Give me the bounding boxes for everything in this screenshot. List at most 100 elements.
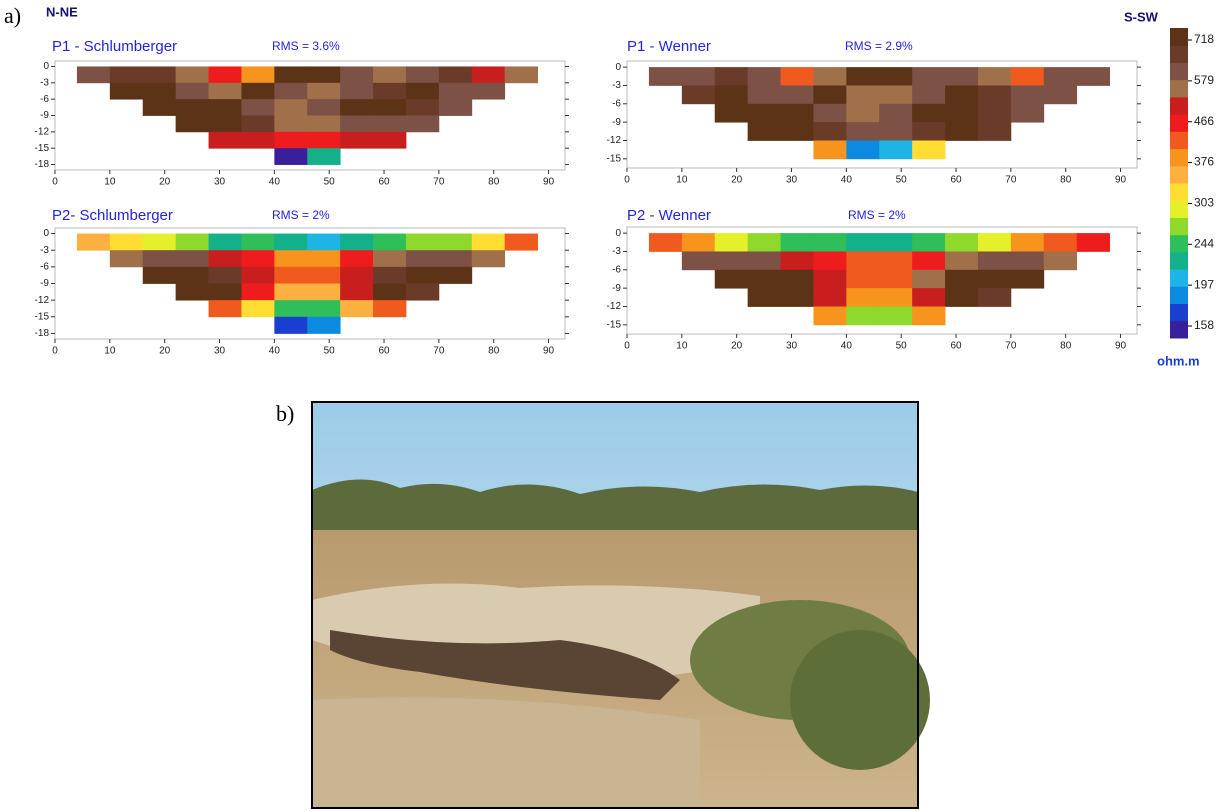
resistivity-cell xyxy=(978,233,1011,252)
resistivity-cell xyxy=(110,234,143,251)
y-tick-label: -3 xyxy=(40,245,49,256)
resistivity-cell xyxy=(813,288,846,307)
resistivity-cell xyxy=(209,300,242,317)
photo xyxy=(312,402,930,808)
resistivity-cell xyxy=(274,83,307,100)
x-tick-label: 80 xyxy=(488,177,500,188)
resistivity-cell xyxy=(846,104,879,123)
resistivity-cell xyxy=(274,116,307,133)
panel-title: P1 - Wenner xyxy=(627,38,711,55)
x-tick-label: 80 xyxy=(1060,341,1072,352)
colorbar-swatch xyxy=(1170,286,1188,304)
y-tick-label: -3 xyxy=(612,80,621,91)
resistivity-cell xyxy=(439,250,472,267)
y-tick-label: -12 xyxy=(35,126,50,137)
resistivity-cell xyxy=(682,67,715,86)
y-tick-label: 0 xyxy=(615,62,621,73)
resistivity-cell xyxy=(274,250,307,267)
resistivity-cell xyxy=(439,99,472,116)
resistivity-cell xyxy=(373,99,406,116)
resistivity-cell xyxy=(748,122,781,141)
resistivity-cell xyxy=(209,250,242,267)
resistivity-cell xyxy=(748,251,781,270)
resistivity-cell xyxy=(978,85,1011,104)
x-tick-label: 0 xyxy=(52,177,58,188)
resistivity-cell xyxy=(879,85,912,104)
resistivity-cell xyxy=(715,67,748,86)
resistivity-cell xyxy=(1077,233,1110,252)
resistivity-cell xyxy=(846,140,879,159)
resistivity-cell xyxy=(781,270,814,289)
resistivity-cell xyxy=(209,83,242,100)
resistivity-cell xyxy=(912,251,945,270)
panel-title: P1 - Schlumberger xyxy=(52,38,177,55)
resistivity-cell xyxy=(209,234,242,251)
resistivity-cell xyxy=(406,250,439,267)
resistivity-cell xyxy=(912,67,945,86)
x-tick-label: 30 xyxy=(786,341,798,352)
resistivity-cell xyxy=(813,233,846,252)
resistivity-cell xyxy=(406,284,439,301)
resistivity-cell xyxy=(307,250,340,267)
resistivity-cell xyxy=(879,104,912,123)
resistivity-cell xyxy=(241,234,274,251)
x-tick-label: 40 xyxy=(269,346,281,357)
resistivity-cell xyxy=(77,234,110,251)
resistivity-cell xyxy=(340,99,373,116)
resistivity-cell xyxy=(472,83,505,100)
resistivity-cell xyxy=(978,104,1011,123)
y-tick-label: -9 xyxy=(612,283,621,294)
resistivity-cell xyxy=(241,250,274,267)
resistivity-cell xyxy=(406,267,439,284)
resistivity-cell xyxy=(846,251,879,270)
x-tick-label: 20 xyxy=(159,346,171,357)
resistivity-cell xyxy=(406,234,439,251)
panel-title: P2 - Wenner xyxy=(627,207,711,224)
resistivity-cell xyxy=(340,132,373,149)
x-tick-label: 0 xyxy=(624,175,630,186)
resistivity-cell xyxy=(715,251,748,270)
colorbar-swatch xyxy=(1170,28,1188,46)
colorbar-swatch xyxy=(1170,131,1188,149)
resistivity-cell xyxy=(781,122,814,141)
resistivity-cell xyxy=(945,85,978,104)
resistivity-cell xyxy=(748,104,781,123)
colorbar-tick-label: 158 xyxy=(1194,318,1214,332)
resistivity-cell xyxy=(1044,251,1077,270)
resistivity-cell xyxy=(945,233,978,252)
y-tick-label: -15 xyxy=(607,319,622,330)
resistivity-cell xyxy=(781,67,814,86)
colorbar-tick-label: 579 xyxy=(1194,73,1214,87)
resistivity-cell xyxy=(912,104,945,123)
y-tick-label: -3 xyxy=(40,77,49,88)
resistivity-cell xyxy=(945,251,978,270)
resistivity-cell xyxy=(406,66,439,83)
resistivity-cell xyxy=(1011,85,1044,104)
resistivity-cell xyxy=(439,234,472,251)
y-tick-label: 0 xyxy=(43,61,49,72)
resistivity-cell xyxy=(110,66,143,83)
resistivity-cell xyxy=(307,99,340,116)
colorbar-tick-label: 303 xyxy=(1194,196,1214,210)
resistivity-cell xyxy=(373,83,406,100)
resistivity-cell xyxy=(406,99,439,116)
resistivity-cell xyxy=(781,85,814,104)
resistivity-cell xyxy=(846,85,879,104)
y-tick-label: 0 xyxy=(43,228,49,239)
x-tick-label: 90 xyxy=(1115,341,1127,352)
resistivity-cell xyxy=(340,284,373,301)
resistivity-cell xyxy=(978,270,1011,289)
x-tick-label: 90 xyxy=(543,346,555,357)
x-tick-label: 60 xyxy=(378,177,390,188)
resistivity-cell xyxy=(176,250,209,267)
colorbar-swatch xyxy=(1170,45,1188,63)
colorbar-swatch xyxy=(1170,235,1188,253)
resistivity-cell xyxy=(682,85,715,104)
resistivity-cell xyxy=(912,306,945,325)
resistivity-cell xyxy=(1011,251,1044,270)
resistivity-cell xyxy=(373,116,406,133)
x-tick-label: 60 xyxy=(950,341,962,352)
resistivity-cell xyxy=(307,317,340,334)
resistivity-cell xyxy=(373,267,406,284)
colorbar-swatch xyxy=(1170,217,1188,235)
